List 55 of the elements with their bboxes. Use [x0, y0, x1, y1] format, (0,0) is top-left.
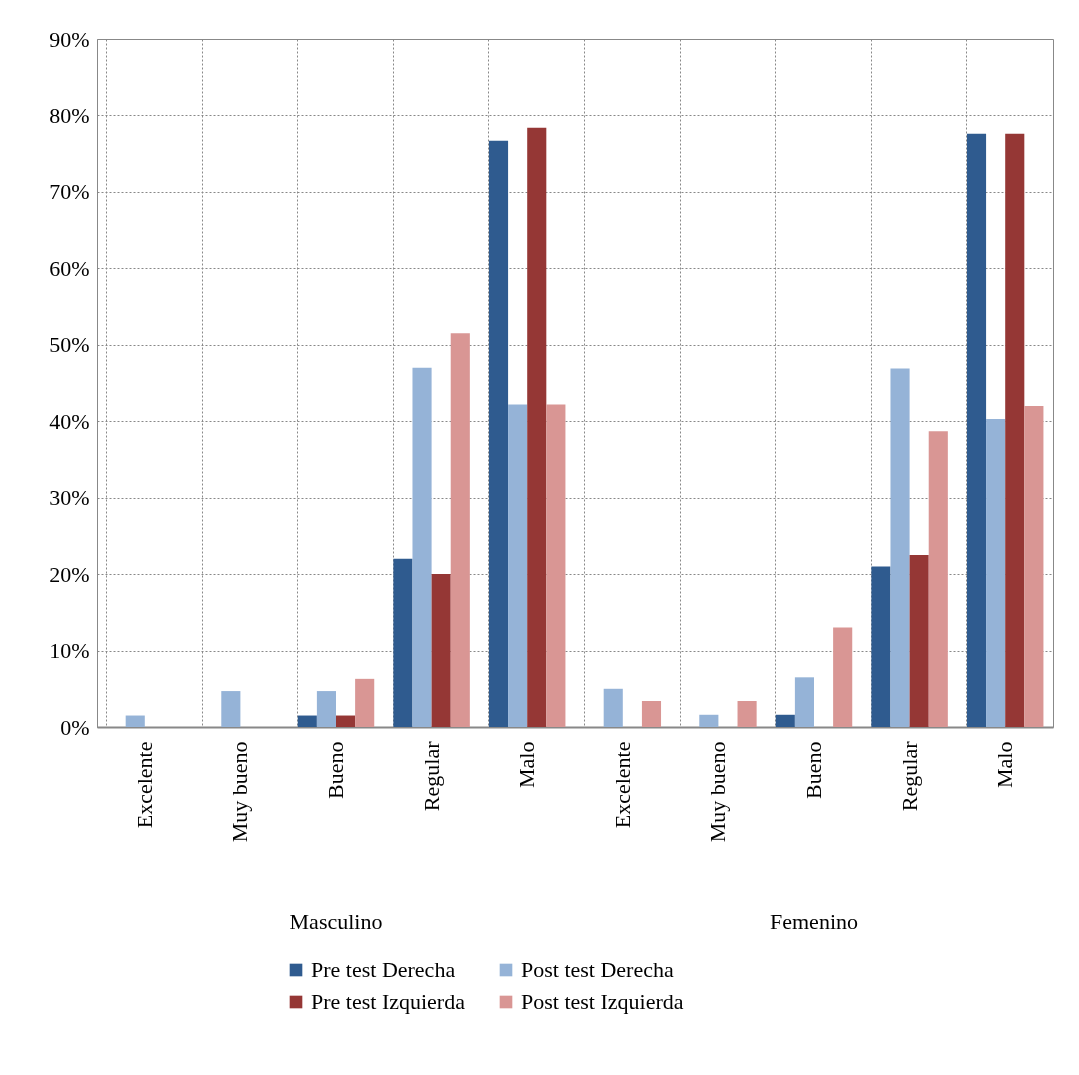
bar [412, 367, 432, 727]
bar [794, 677, 814, 727]
x-tick-label: Muy bueno [705, 741, 731, 843]
bar [450, 333, 470, 727]
text: Femenino [770, 909, 858, 934]
bar [871, 566, 891, 727]
x-tick-label: Excelente [609, 741, 635, 829]
bar [546, 404, 566, 727]
y-tick-label: 50% [49, 332, 90, 358]
y-tick-label: 70% [49, 179, 90, 205]
bar [336, 715, 356, 727]
bar [393, 558, 413, 727]
bar [355, 678, 375, 727]
x-tick-label: Excelente [131, 741, 157, 829]
y-tick-label: 80% [49, 102, 90, 128]
x-tick-label: Malo [992, 741, 1018, 788]
bar [909, 555, 929, 727]
bar [928, 431, 948, 727]
bar [1024, 405, 1044, 727]
bar [431, 574, 451, 727]
y-tick-label: 10% [49, 638, 90, 664]
bar [641, 701, 662, 727]
x-tick-label: Malo [514, 741, 540, 788]
y-tick-label: 90% [49, 26, 90, 52]
bar [1005, 133, 1025, 727]
y-tick-label: 60% [49, 255, 90, 281]
legend-label: Post test Izquierda [521, 989, 684, 1014]
bar [125, 715, 145, 727]
y-tick-label: 0% [60, 714, 90, 740]
bar [966, 133, 987, 727]
bar [603, 688, 623, 727]
text: Masculino [289, 909, 383, 934]
x-tick-label: Bueno [801, 741, 826, 799]
x-tick-label: Bueno [323, 741, 348, 799]
bar [488, 140, 509, 727]
bar [508, 404, 528, 727]
bar [737, 701, 757, 727]
bar [699, 714, 719, 727]
legend-label: Pre test Derecha [311, 957, 456, 982]
bar [316, 691, 336, 727]
bar [986, 418, 1006, 727]
bar [775, 714, 795, 727]
bar [890, 368, 910, 727]
x-tick-label: Regular [418, 740, 444, 812]
legend-label: Pre test Izquierda [311, 989, 466, 1014]
x-tick-label: Muy bueno [227, 741, 253, 843]
legend-label: Post test Derecha [521, 957, 674, 982]
bar [221, 691, 241, 727]
bar [527, 127, 547, 727]
y-tick-label: 30% [49, 485, 90, 511]
y-tick-label: 40% [49, 408, 90, 434]
bar [297, 715, 317, 727]
x-tick-label: Regular [896, 740, 922, 812]
y-tick-label: 20% [49, 561, 90, 587]
bar [833, 627, 853, 727]
